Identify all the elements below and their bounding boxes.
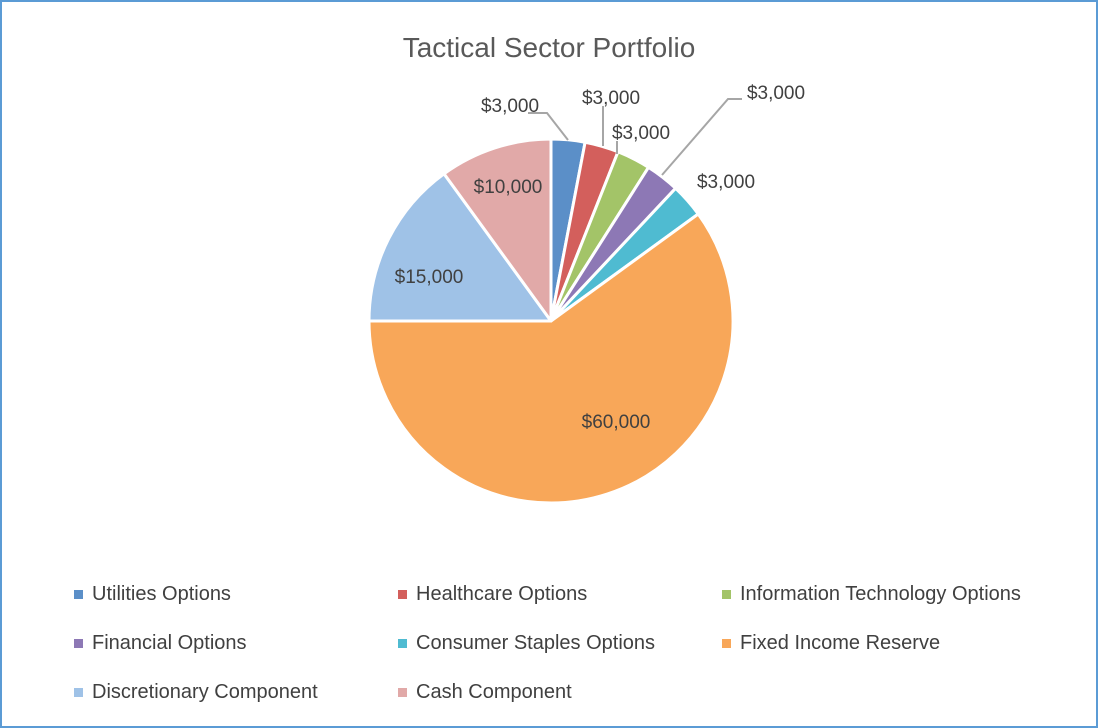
legend-item: Information Technology Options: [722, 582, 1062, 606]
legend-item: Healthcare Options: [398, 582, 722, 606]
legend-swatch: [722, 589, 731, 599]
legend-swatch: [398, 589, 407, 599]
pie-slice: [367, 212, 735, 505]
legend-item: Financial Options: [74, 631, 398, 655]
legend-item: Discretionary Component: [74, 680, 398, 704]
data-label: $15,000: [395, 267, 464, 288]
legend-label: Healthcare Options: [416, 582, 588, 605]
legend-label: Cash Component: [416, 680, 572, 703]
data-label: $10,000: [474, 177, 543, 198]
legend-label: Financial Options: [92, 631, 247, 654]
leader-line: [661, 98, 742, 176]
chart-title: Tactical Sector Portfolio: [402, 32, 696, 63]
data-label: $3,000: [582, 88, 640, 109]
legend-item: Consumer Staples Options: [398, 631, 722, 655]
legend-swatch: [74, 638, 83, 648]
data-label: $3,000: [697, 172, 755, 193]
legend-label: Information Technology Options: [740, 582, 1021, 605]
leader-line: [528, 112, 569, 141]
legend-item: Fixed Income Reserve: [722, 631, 1062, 655]
legend-swatch: [398, 687, 407, 697]
pie-slice: [367, 172, 553, 323]
legend-label: Discretionary Component: [92, 680, 318, 703]
legend-label: Utilities Options: [92, 582, 231, 605]
legend-label: Consumer Staples Options: [416, 631, 656, 654]
legend-swatch: [74, 589, 83, 599]
legend-item: Cash Component: [398, 680, 722, 704]
pie-slice: [442, 137, 553, 323]
legend-item: Utilities Options: [74, 582, 398, 606]
data-label: $3,000: [612, 123, 670, 144]
legend-swatch: [74, 687, 83, 697]
data-label: $60,000: [582, 412, 651, 433]
legend: Utilities Options Healthcare Options Infor…: [74, 582, 1062, 704]
data-label: $3,000: [481, 96, 539, 117]
legend-swatch: [398, 638, 407, 648]
data-label: $3,000: [747, 83, 805, 104]
legend-label: Fixed Income Reserve: [740, 631, 941, 654]
legend-swatch: [722, 638, 731, 648]
